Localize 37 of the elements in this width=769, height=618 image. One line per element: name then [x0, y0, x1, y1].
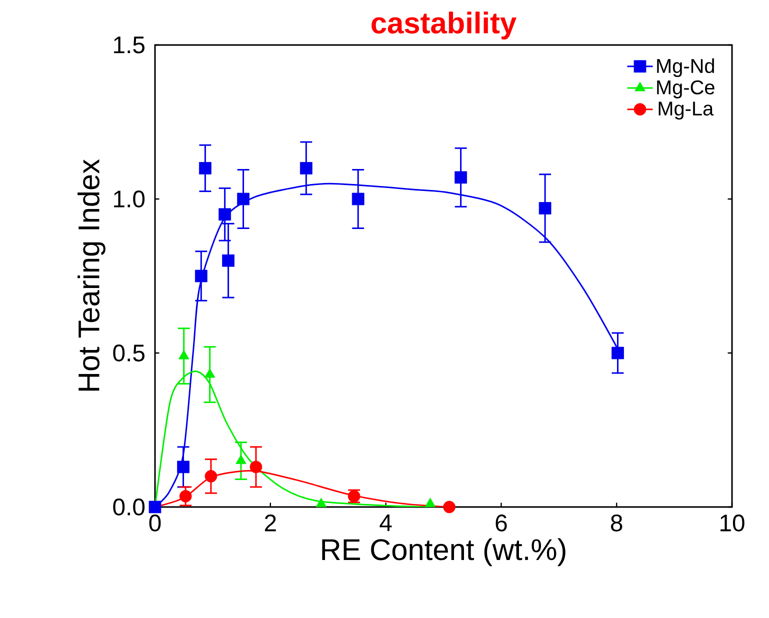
- y-tick-label: 1.5: [114, 36, 144, 54]
- point: [612, 346, 624, 360]
- point: [250, 460, 262, 474]
- point: [538, 202, 552, 214]
- point: [237, 192, 250, 206]
- point: [222, 254, 234, 267]
- point: [204, 470, 218, 482]
- x-tick-label: 0: [149, 514, 161, 532]
- y-tick-label: 0.0: [113, 498, 145, 516]
- y-tick-label: 0.5: [113, 344, 144, 362]
- x-tick-label: 10: [720, 514, 744, 532]
- point: [179, 490, 192, 502]
- x-tick-label: 2: [264, 514, 276, 532]
- y-axis-title: Hot Tearing Index: [78, 159, 106, 391]
- legend-label: Mg-Nd: [657, 58, 714, 77]
- x-axis-title: RE Content (wt.%): [322, 538, 566, 566]
- point: [352, 192, 364, 206]
- point: [443, 500, 456, 514]
- legend-label: Mg-La: [658, 102, 714, 120]
- point: [218, 208, 231, 221]
- x-tick-label: 6: [496, 514, 507, 532]
- point: [199, 162, 212, 174]
- point: [316, 498, 327, 508]
- y-tick-label: 1.0: [114, 190, 145, 208]
- chart-title: castability: [372, 12, 516, 40]
- point: [300, 162, 312, 174]
- point: [424, 498, 436, 508]
- point: [204, 368, 216, 378]
- point: [178, 350, 190, 360]
- point: [454, 171, 467, 184]
- x-tick-label: 8: [610, 514, 622, 532]
- point: [177, 460, 190, 474]
- point: [148, 500, 162, 514]
- x-tick-label: 4: [380, 514, 392, 531]
- point: [194, 270, 208, 282]
- legend-label: Mg-Ce: [657, 80, 714, 98]
- point: [236, 454, 246, 464]
